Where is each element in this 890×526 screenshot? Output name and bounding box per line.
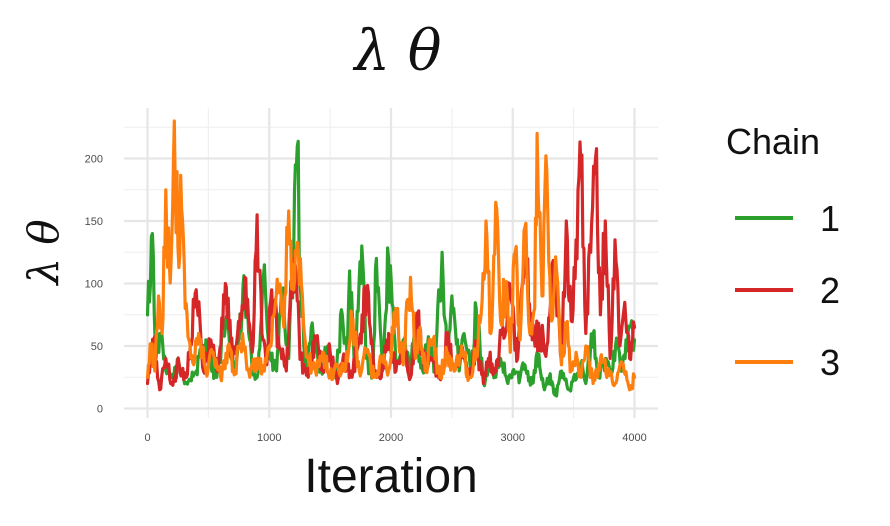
chart-title: λ θ [352,19,441,84]
legend-label-chain-2: 2 [820,270,840,311]
legend: Chain 1 2 3 [726,121,840,383]
plot-series [145,119,637,398]
x-tick-label: 2000 [379,432,403,444]
y-tick-label: 150 [85,216,103,228]
y-tick-label: 200 [85,154,103,166]
legend-title: Chain [726,121,820,162]
y-axis-label: λ θ [19,219,68,286]
x-axis-ticks: 0 1000 2000 3000 4000 [144,432,646,444]
y-tick-label: 0 [97,404,103,416]
legend-label-chain-3: 3 [820,342,840,383]
x-tick-label: 4000 [622,432,646,444]
y-tick-label: 50 [91,341,103,353]
legend-label-chain-1: 1 [820,198,840,239]
x-axis-label: Iteration [304,450,477,503]
series-line-chain-3 [145,119,637,392]
x-tick-label: 3000 [501,432,525,444]
y-axis-ticks: 0 50 100 150 200 [85,154,103,416]
x-tick-label: 1000 [257,432,281,444]
x-tick-label: 0 [144,432,150,444]
y-tick-label: 100 [85,279,103,291]
